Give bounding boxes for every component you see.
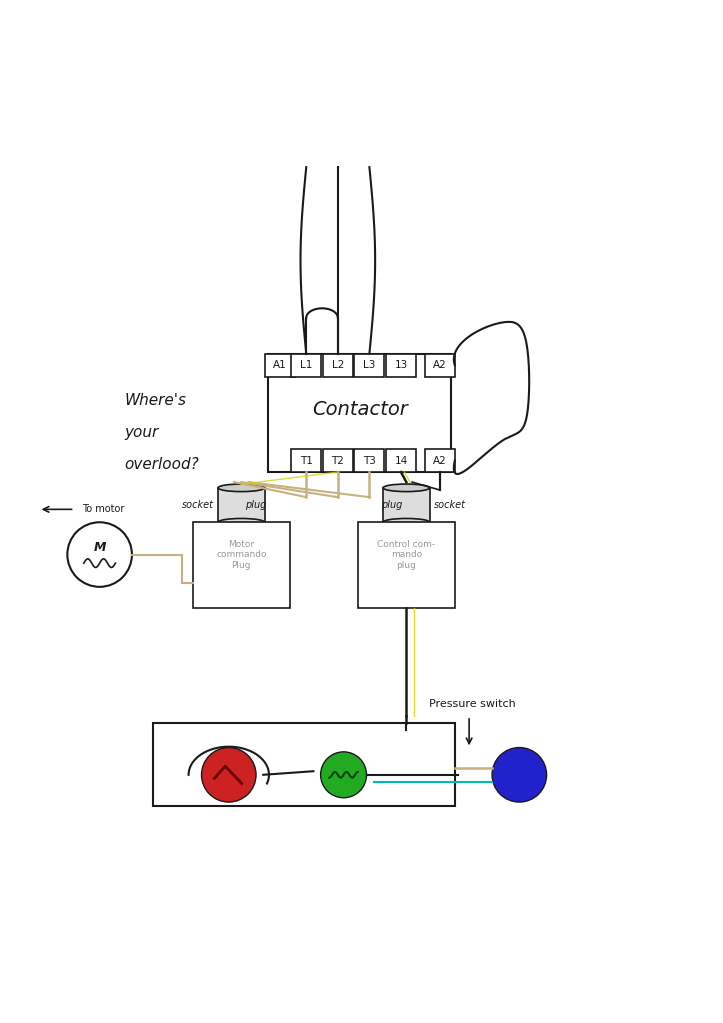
Text: T1: T1 bbox=[300, 455, 312, 465]
Text: A2: A2 bbox=[433, 455, 447, 465]
Text: Pressure switch: Pressure switch bbox=[429, 699, 516, 709]
Text: T2: T2 bbox=[331, 455, 344, 465]
Text: Motor
commando
Plug: Motor commando Plug bbox=[216, 540, 267, 570]
Text: A2: A2 bbox=[433, 360, 447, 370]
Text: your: your bbox=[125, 426, 159, 440]
Text: socket: socket bbox=[182, 500, 214, 510]
FancyBboxPatch shape bbox=[322, 449, 353, 472]
FancyBboxPatch shape bbox=[291, 354, 321, 376]
Text: To motor: To motor bbox=[82, 503, 124, 514]
FancyBboxPatch shape bbox=[424, 354, 455, 376]
Ellipse shape bbox=[383, 519, 429, 526]
Circle shape bbox=[202, 748, 256, 802]
Text: M: M bbox=[93, 541, 106, 553]
Circle shape bbox=[320, 752, 367, 798]
FancyBboxPatch shape bbox=[358, 523, 455, 609]
Text: plug: plug bbox=[245, 500, 266, 510]
FancyBboxPatch shape bbox=[424, 449, 455, 472]
Text: L2: L2 bbox=[332, 360, 344, 370]
Text: plug: plug bbox=[381, 500, 403, 510]
FancyBboxPatch shape bbox=[268, 354, 451, 472]
Ellipse shape bbox=[218, 519, 265, 526]
Text: Contactor: Contactor bbox=[312, 400, 408, 418]
FancyBboxPatch shape bbox=[291, 449, 321, 472]
Text: Where's: Where's bbox=[125, 393, 187, 408]
Text: L3: L3 bbox=[363, 360, 375, 370]
Text: Control com-
mando
plug: Control com- mando plug bbox=[377, 540, 435, 570]
Ellipse shape bbox=[218, 484, 265, 492]
FancyBboxPatch shape bbox=[265, 354, 295, 376]
Text: A1: A1 bbox=[273, 360, 286, 370]
FancyBboxPatch shape bbox=[354, 449, 385, 472]
Text: 13: 13 bbox=[394, 360, 408, 370]
FancyBboxPatch shape bbox=[153, 723, 455, 806]
Text: overlood?: overlood? bbox=[125, 457, 200, 473]
Ellipse shape bbox=[383, 484, 429, 492]
FancyBboxPatch shape bbox=[218, 488, 265, 523]
FancyBboxPatch shape bbox=[354, 354, 385, 376]
Text: 14: 14 bbox=[394, 455, 408, 465]
FancyBboxPatch shape bbox=[386, 354, 416, 376]
FancyBboxPatch shape bbox=[383, 488, 429, 523]
FancyBboxPatch shape bbox=[322, 354, 353, 376]
Circle shape bbox=[492, 748, 547, 802]
Text: L1: L1 bbox=[300, 360, 312, 370]
FancyBboxPatch shape bbox=[386, 449, 416, 472]
Text: T3: T3 bbox=[363, 455, 376, 465]
FancyBboxPatch shape bbox=[193, 523, 290, 609]
Text: socket: socket bbox=[434, 500, 466, 510]
